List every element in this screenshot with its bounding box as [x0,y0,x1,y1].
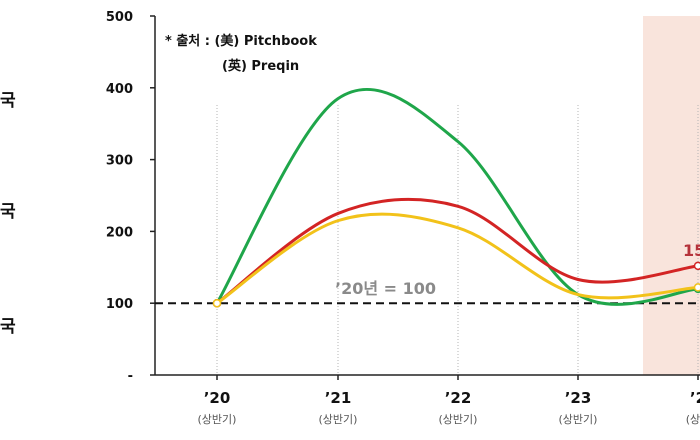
y-tick-label-5: 500 [106,10,133,25]
series-point-yellow-0 [212,298,222,308]
x-tick-year-4: ’2 [690,389,700,407]
y-tick-label-2: 200 [106,225,133,240]
highlight-region [643,16,700,375]
end-value-label: 15 [683,241,700,260]
side-label-2: 국 [0,202,16,222]
x-tick-year-2: ’22 [445,389,472,407]
x-tick-sub-2: (상반기) [439,413,478,426]
x-tick-sub-0: (상반기) [198,413,237,426]
series-line-green [215,87,700,306]
x-tick-sub-1: (상반기) [319,413,358,426]
y-tick-label-1: 100 [106,297,133,312]
x-tick-sub-4: (상반 [686,413,700,426]
source-note-line2: (英) Preqin [222,59,300,74]
x-tick-year-0: ’20 [204,389,231,407]
y-tick-label-0: - [128,369,133,384]
series-line-red [215,197,700,305]
baseline-label: ’20년 = 100 [335,279,436,298]
y-tick-label-3: 300 [106,154,133,169]
series-point-red-4 [693,261,700,271]
series-point-yellow-4 [693,283,700,292]
x-tick-sub-3: (상반기) [559,413,598,426]
side-label-1: 국 [0,91,16,111]
x-tick-year-1: ’21 [325,389,352,407]
side-label-3: 국 [0,317,16,337]
series-line-yellow [215,212,700,305]
source-note-line1: * 출처 : (美) Pitchbook [165,34,317,49]
y-tick-label-4: 400 [106,82,133,97]
x-tick-year-3: ’23 [565,389,592,407]
